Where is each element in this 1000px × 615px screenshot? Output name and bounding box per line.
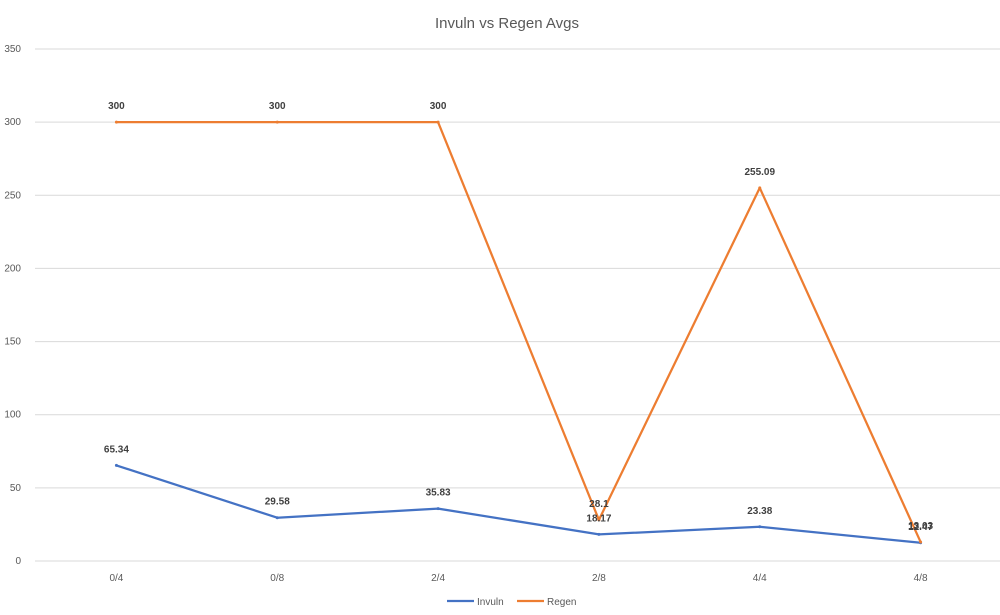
data-label: 13.03: [908, 521, 933, 532]
data-point: [114, 463, 118, 467]
x-tick-label: 2/8: [592, 573, 606, 584]
y-tick-label: 100: [4, 410, 21, 421]
chart-title: Invuln vs Regen Avgs: [435, 15, 579, 32]
y-axis: 0 50 100 150 200 250 300 350: [4, 44, 21, 567]
y-tick-label: 50: [10, 483, 22, 494]
data-label: 12.47: [908, 522, 933, 533]
data-label: 18.17: [586, 513, 611, 524]
x-tick-label: 0/4: [109, 573, 123, 584]
data-point: [436, 507, 440, 511]
x-tick-label: 0/8: [270, 573, 284, 584]
data-point: [919, 540, 923, 544]
x-tick-label: 2/4: [431, 573, 445, 584]
y-tick-label: 0: [15, 556, 21, 567]
legend-entry: Regen: [547, 597, 576, 608]
data-point: [275, 516, 279, 520]
series-group: [114, 120, 923, 545]
data-label: 65.34: [104, 444, 129, 455]
x-tick-label: 4/4: [753, 573, 767, 584]
data-point: [436, 120, 440, 124]
data-label: 300: [108, 101, 125, 112]
data-point: [597, 518, 601, 522]
data-labels: 65.34 29.58 35.83 18.17 23.38 12.47 300 300 300 2…: [104, 101, 934, 533]
data-label: 29.58: [265, 497, 290, 508]
data-point: [275, 120, 279, 124]
gridlines: [35, 48, 1000, 562]
data-label: 300: [430, 101, 447, 112]
y-tick-label: 300: [4, 117, 21, 128]
x-axis: 0/4 0/8 2/4 2/8 4/4 4/8: [109, 573, 928, 584]
data-point: [114, 120, 118, 124]
series-line-regen: [115, 121, 922, 544]
series-line-invuln: [115, 464, 922, 544]
data-label: 28.1: [589, 499, 609, 510]
data-point: [758, 186, 762, 190]
data-point: [597, 532, 601, 536]
y-tick-label: 200: [4, 263, 21, 274]
legend: Invuln Regen: [447, 597, 576, 608]
data-label: 23.38: [747, 506, 772, 517]
data-label: 35.83: [426, 488, 451, 499]
y-tick-label: 350: [4, 44, 21, 55]
data-label: 255.09: [744, 167, 775, 178]
data-label: 300: [269, 101, 286, 112]
y-tick-label: 150: [4, 337, 21, 348]
y-tick-label: 250: [4, 190, 21, 201]
data-point: [758, 525, 762, 529]
x-tick-label: 4/8: [914, 573, 928, 584]
legend-entry: Invuln: [477, 597, 504, 608]
